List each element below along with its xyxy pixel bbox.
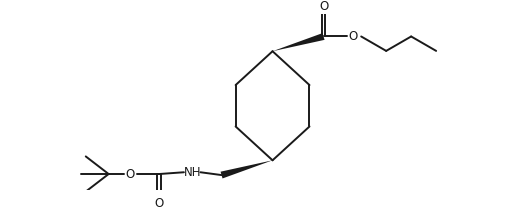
Text: O: O [349,30,358,43]
Text: O: O [155,197,164,210]
Text: O: O [319,0,328,13]
Polygon shape [272,33,324,51]
Text: NH: NH [184,166,201,179]
Text: O: O [126,168,135,181]
Polygon shape [221,160,272,178]
